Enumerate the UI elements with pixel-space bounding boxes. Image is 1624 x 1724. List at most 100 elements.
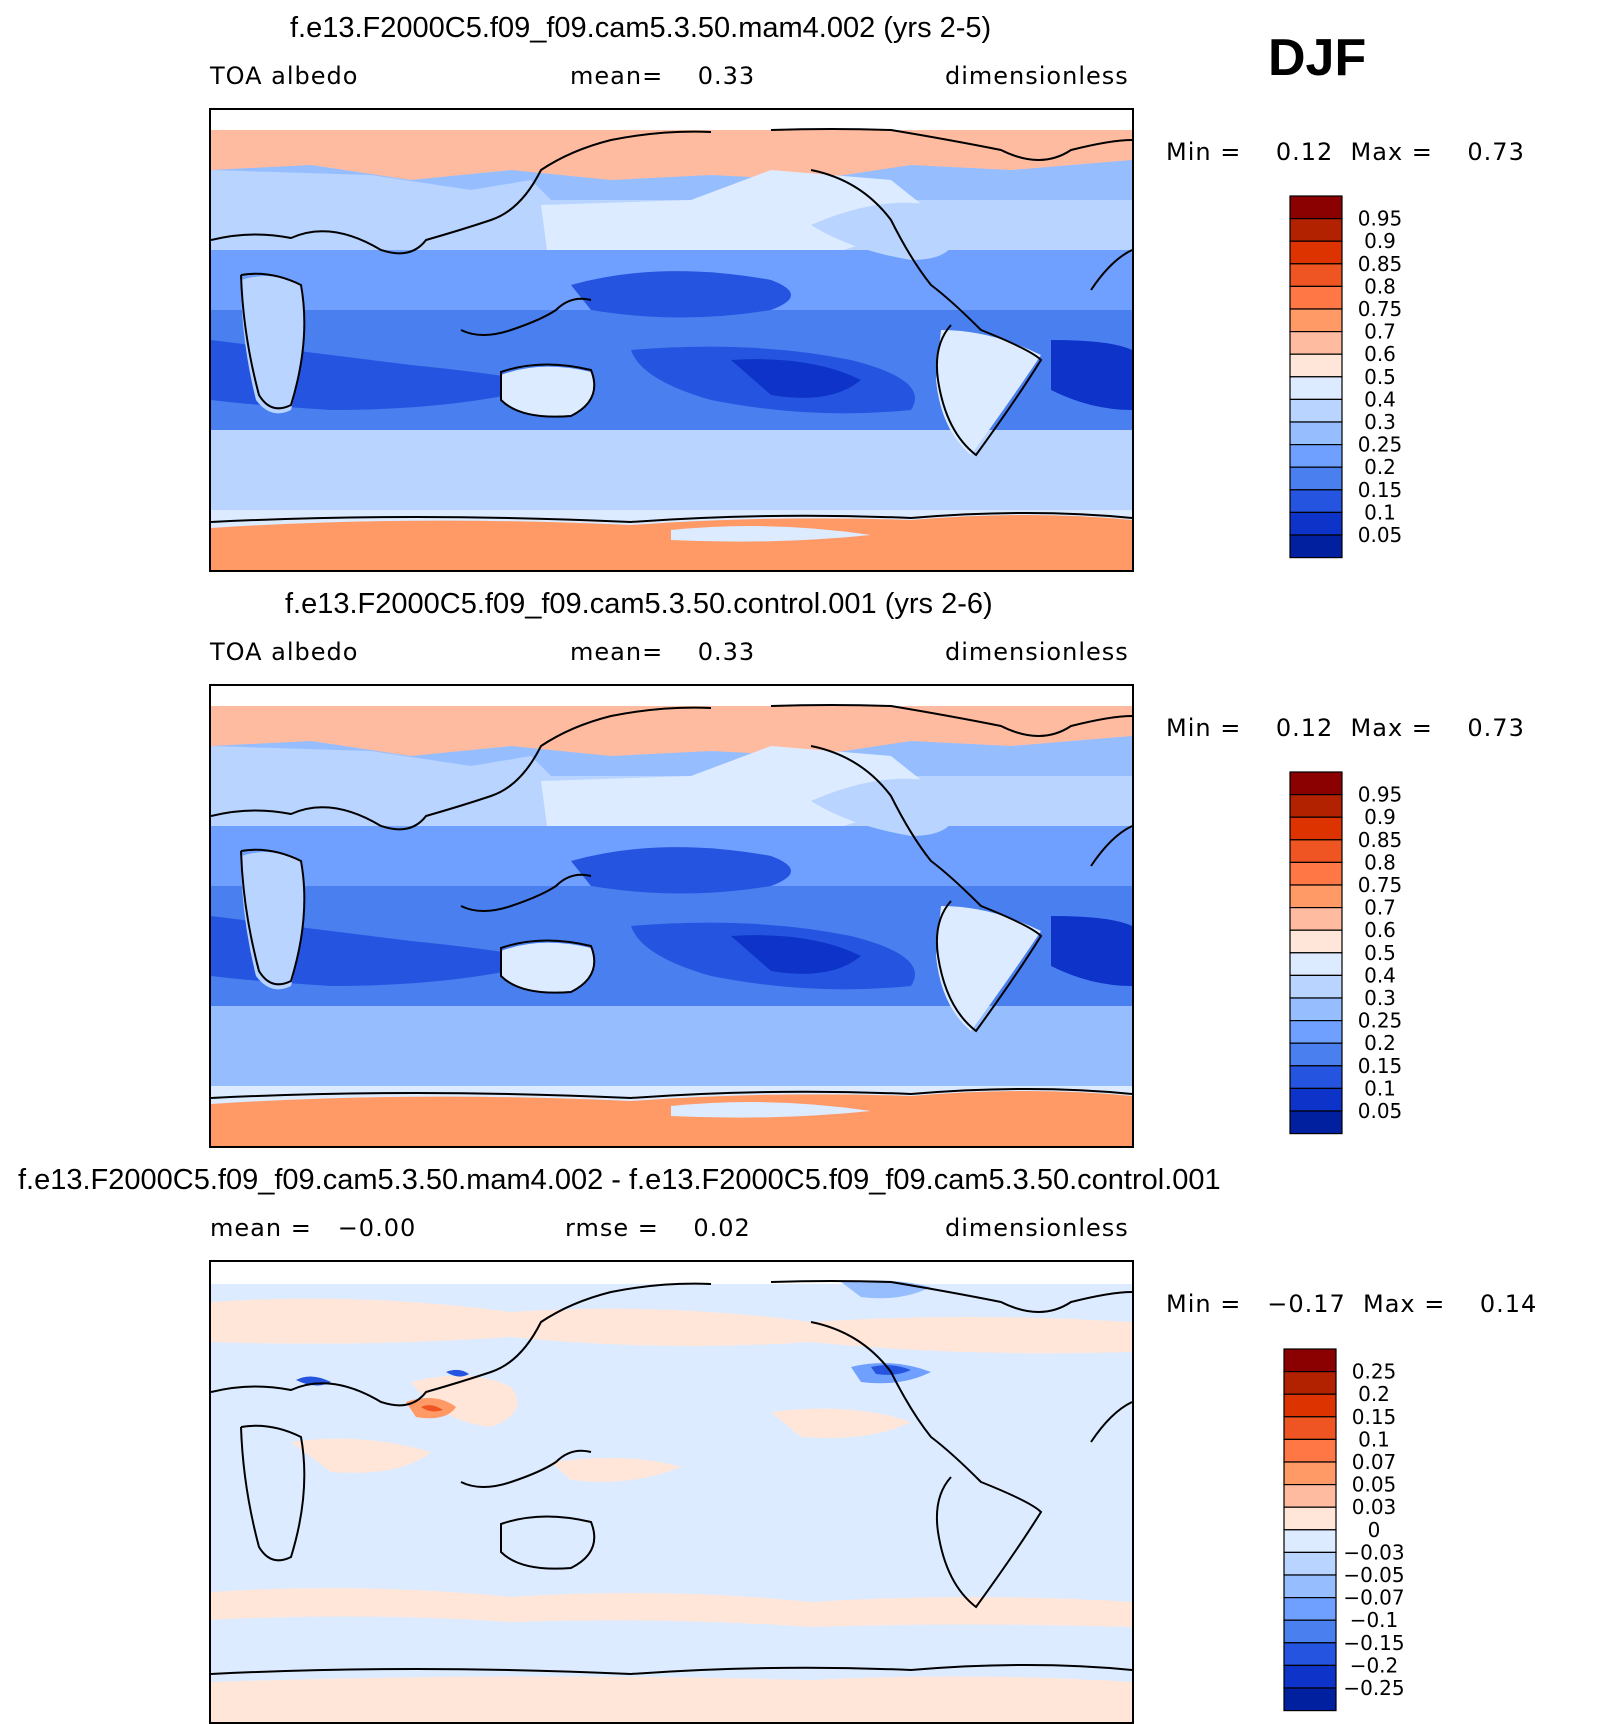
colorbar-swatch <box>1283 1348 1337 1373</box>
colorbar-tick-label: 0.2 <box>1364 455 1396 479</box>
colorbar-tick-label: −0.2 <box>1350 1653 1399 1677</box>
colorbar-swatch <box>1289 771 1343 796</box>
colorbar-swatch <box>1283 1619 1337 1644</box>
colorbar-swatch <box>1283 1687 1337 1712</box>
colorbar-tick-label: 0.7 <box>1364 320 1396 344</box>
colorbar-tick-label: −0.05 <box>1343 1563 1404 1587</box>
colorbar-tick-label: 0.05 <box>1358 523 1403 547</box>
colorbar-swatch <box>1289 534 1343 559</box>
colorbar-tick-label: −0.1 <box>1350 1608 1399 1632</box>
colorbar-tick-label: 0.1 <box>1358 1427 1390 1451</box>
colorbar-tick-label: 0.75 <box>1358 297 1403 321</box>
colorbar-tick-label: 0.5 <box>1364 941 1396 965</box>
colorbar-tick-label: 0.95 <box>1358 783 1403 807</box>
colorbar-swatch <box>1289 1087 1343 1112</box>
colorbar-tick-label: 0.2 <box>1364 1031 1396 1055</box>
colorbar-tick-label: 0 <box>1368 1518 1381 1542</box>
colorbar-tick-label: 0.8 <box>1364 850 1396 874</box>
colorbar-tick-label: 0.1 <box>1364 1076 1396 1100</box>
colorbar-swatch <box>1283 1484 1337 1508</box>
colorbar-swatch <box>1289 331 1343 355</box>
colorbar-swatch <box>1289 421 1343 446</box>
colorbar-tick-label: 0.9 <box>1364 805 1396 829</box>
colorbar-swatch <box>1289 1065 1343 1089</box>
colorbar-swatch <box>1289 489 1343 513</box>
panel-1-title: f.e13.F2000C5.f09_f09.cam5.3.50.mam4.002… <box>290 12 992 44</box>
colorbar-tick-label: −0.07 <box>1343 1586 1404 1610</box>
panel-3-map <box>209 1260 1134 1724</box>
colorbar-tick-label: 0.4 <box>1364 963 1396 987</box>
panel-1-map <box>209 108 1134 572</box>
panel-2-units-label: dimensionless <box>945 638 1129 666</box>
colorbar-tick-label: 0.1 <box>1364 500 1396 524</box>
panel-1-colorbar: 0.95 0.9 0.85 0.8 0.75 0.7 0.6 0.5 0.4 0.3 0.25 0.2… <box>1289 195 1420 566</box>
colorbar-tick-label: 0.15 <box>1358 478 1403 502</box>
panel-3-units-label: dimensionless <box>945 1214 1129 1242</box>
colorbar-tick-label: 0.7 <box>1364 896 1396 920</box>
colorbar-swatch <box>1283 1642 1337 1666</box>
colorbar-swatch <box>1283 1506 1337 1531</box>
panel-3-minmax: Min = −0.17 Max = 0.14 <box>1166 1290 1538 1318</box>
colorbar-tick-label: 0.07 <box>1352 1450 1397 1474</box>
colorbar-swatch <box>1289 218 1343 242</box>
colorbar-swatch <box>1283 1551 1337 1576</box>
colorbar-tick-label: 0.9 <box>1364 229 1396 253</box>
colorbar-tick-label: 0.05 <box>1358 1099 1403 1123</box>
panel-3-colorbar-svg: 0.250.20.150.10.070.050.030−0.03−0.05−0.… <box>1283 1348 1405 1712</box>
season-label: DJF <box>1268 29 1367 87</box>
colorbar-swatch <box>1283 1438 1337 1463</box>
colorbar-tick-label: 0.2 <box>1358 1382 1390 1406</box>
panel-2-colorbar-svg: 0.950.90.850.80.750.70.60.50.40.30.250.2… <box>1289 771 1403 1135</box>
colorbar-tick-label: 0.8 <box>1364 274 1396 298</box>
colorbar-swatch <box>1289 466 1343 491</box>
colorbar-tick-label: −0.25 <box>1343 1676 1404 1700</box>
colorbar-tick-label: 0.15 <box>1352 1405 1397 1429</box>
panel-2-minmax: Min = 0.12 Max = 0.73 <box>1166 714 1525 742</box>
panel-2-mean-label: mean= 0.33 <box>570 638 756 666</box>
colorbar-tick-label: 0.05 <box>1352 1473 1397 1497</box>
colorbar-swatch <box>1283 1416 1337 1441</box>
colorbar-tick-label: 0.3 <box>1364 986 1396 1010</box>
panel-3-title: f.e13.F2000C5.f09_f09.cam5.3.50.mam4.002… <box>18 1164 1221 1196</box>
panel-1-mean-label: mean= 0.33 <box>570 62 756 90</box>
colorbar-swatch <box>1283 1393 1337 1418</box>
colorbar-swatch <box>1283 1574 1337 1599</box>
panel-2-colorbar: 0.95 0.9 0.85 0.8 0.75 0.7 0.6 0.5 0.4 0.3 0.25 0.2… <box>1289 771 1420 1142</box>
colorbar-swatch <box>1289 240 1343 265</box>
colorbar-swatch <box>1289 511 1343 536</box>
colorbar-swatch <box>1289 907 1343 931</box>
colorbar-swatch <box>1289 285 1343 310</box>
colorbar-swatch <box>1289 884 1343 909</box>
colorbar-swatch <box>1289 263 1343 288</box>
panel-1-units-label: dimensionless <box>945 62 1129 90</box>
colorbar-tick-label: 0.3 <box>1364 410 1396 434</box>
colorbar-swatch <box>1289 1042 1343 1067</box>
colorbar-tick-label: 0.6 <box>1364 342 1396 366</box>
colorbar-swatch <box>1289 929 1343 954</box>
colorbar-tick-label: 0.25 <box>1358 433 1403 457</box>
colorbar-tick-label: −0.15 <box>1343 1631 1404 1655</box>
colorbar-swatch <box>1283 1371 1337 1395</box>
colorbar-swatch <box>1283 1664 1337 1689</box>
colorbar-swatch <box>1289 444 1343 468</box>
colorbar-swatch <box>1289 376 1343 401</box>
colorbar-tick-label: −0.03 <box>1343 1540 1404 1564</box>
colorbar-tick-label: 0.95 <box>1358 207 1403 231</box>
colorbar-swatch <box>1289 839 1343 864</box>
panel-2-title: f.e13.F2000C5.f09_f09.cam5.3.50.control.… <box>285 588 993 620</box>
colorbar-tick-label: 0.03 <box>1352 1495 1397 1519</box>
panel-1-colorbar-svg: 0.950.90.850.80.750.70.60.50.40.30.250.2… <box>1289 195 1403 559</box>
colorbar-tick-label: 0.6 <box>1364 918 1396 942</box>
colorbar-swatch <box>1289 794 1343 818</box>
panel-1-minmax: Min = 0.12 Max = 0.73 <box>1166 138 1525 166</box>
colorbar-tick-label: 0.4 <box>1364 387 1396 411</box>
colorbar-swatch <box>1289 195 1343 220</box>
colorbar-swatch <box>1283 1529 1337 1554</box>
panel-3-rmse-label: rmse = 0.02 <box>565 1214 751 1242</box>
panel-2-map <box>209 684 1134 1148</box>
colorbar-tick-label: 0.15 <box>1358 1054 1403 1078</box>
colorbar-tick-label: 0.25 <box>1358 1009 1403 1033</box>
panel-1-variable-label: TOA albedo <box>210 62 359 90</box>
panel-3-mean-label: mean = −0.00 <box>210 1214 417 1242</box>
colorbar-swatch <box>1289 816 1343 841</box>
